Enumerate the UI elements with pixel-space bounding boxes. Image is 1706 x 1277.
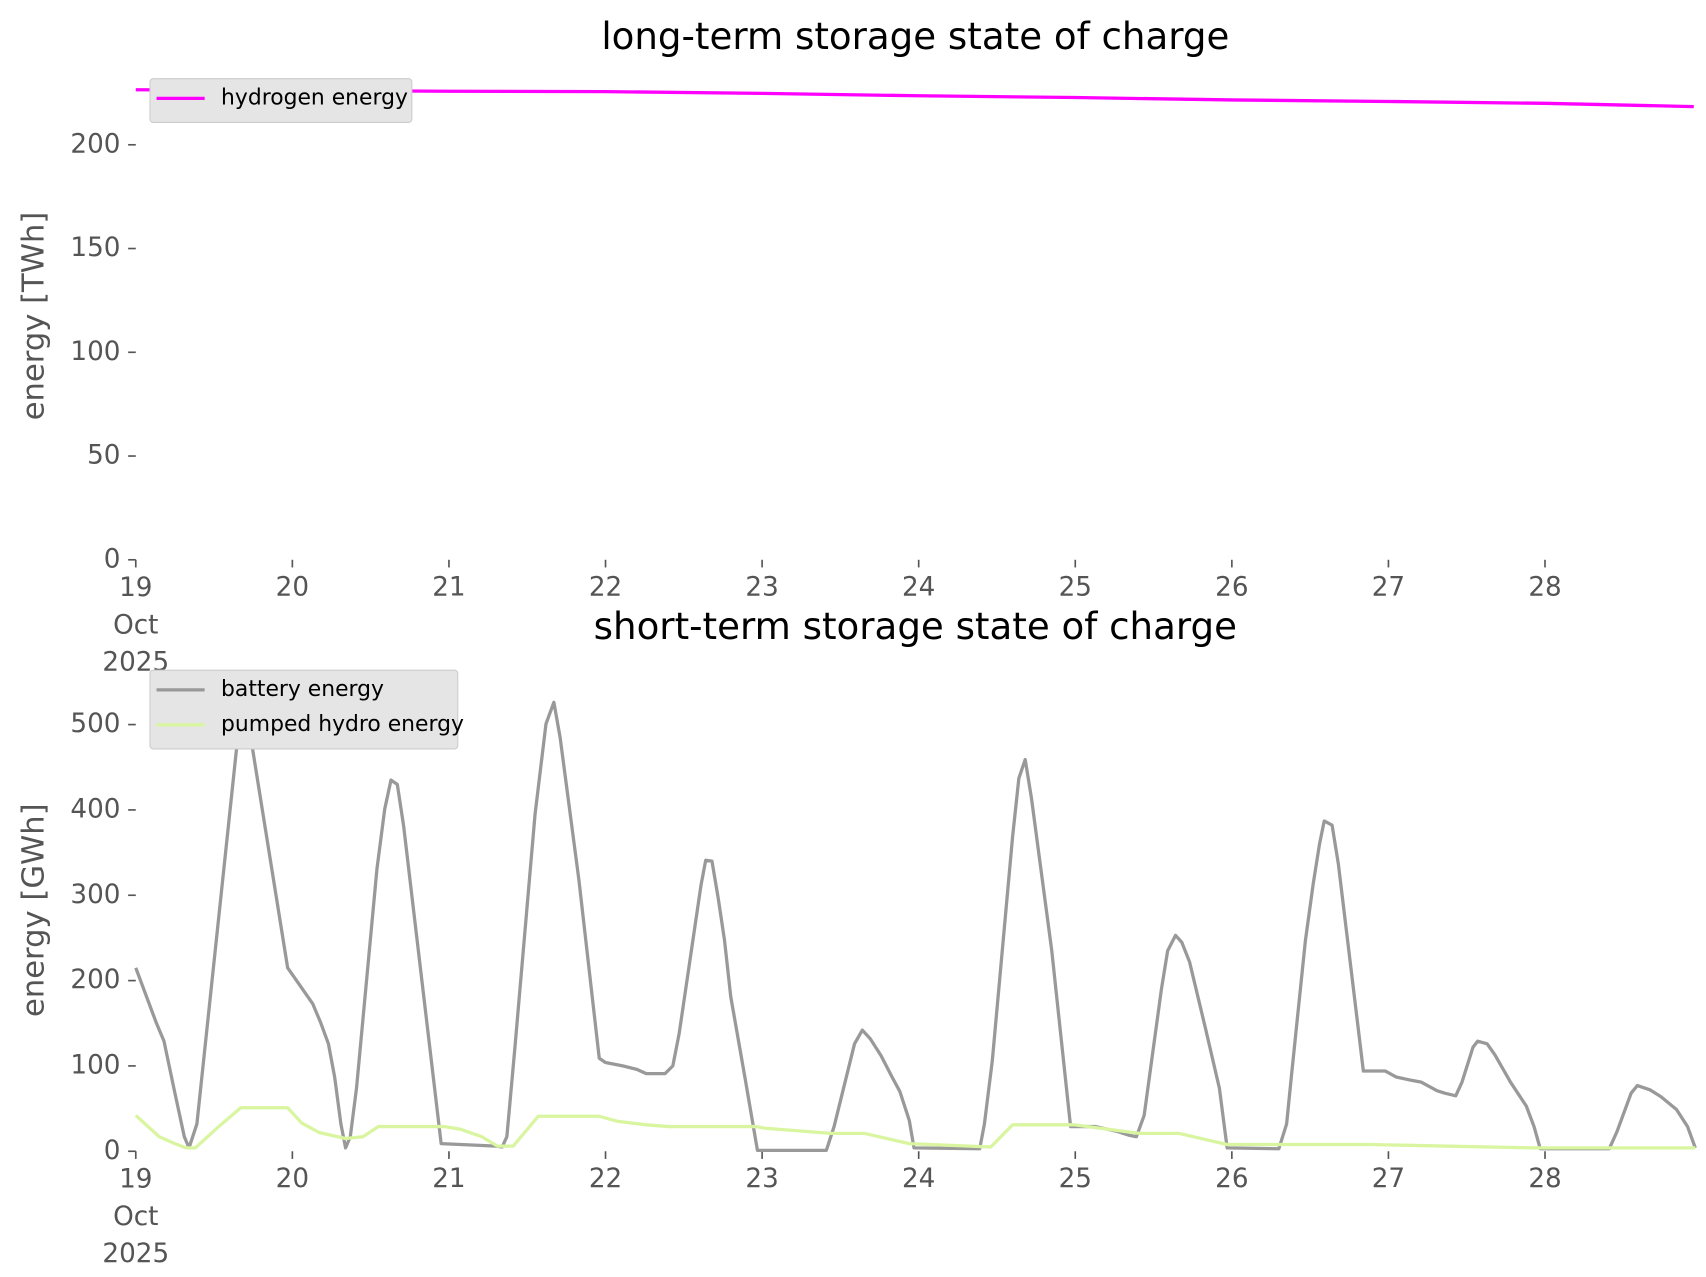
legend-box <box>149 669 459 750</box>
legend-box <box>149 78 413 123</box>
y-axis-label: energy [TWh] <box>17 212 52 421</box>
y-axis-label: energy [GWh] <box>17 803 52 1017</box>
x-tick-label: 27 <box>1372 1164 1405 1194</box>
y-tick-label: 500 <box>70 709 120 739</box>
y-tick-label: 100 <box>70 337 120 367</box>
x-tick-label: 20 <box>276 1164 309 1194</box>
legend-label: battery energy <box>221 677 384 702</box>
series-line <box>134 1106 1696 1150</box>
chart-title: short-term storage state of charge <box>594 604 1237 648</box>
x-tick-label: 21 <box>432 573 465 603</box>
y-tick-label: 150 <box>70 233 120 263</box>
chart-title: long-term storage state of charge <box>601 14 1229 58</box>
x-tick-label: 22 <box>589 573 622 603</box>
x-tick-label: 23 <box>745 1164 778 1194</box>
y-tick-label: 0 <box>104 544 121 574</box>
x-tick-label: 28 <box>1528 573 1561 603</box>
series-line <box>134 687 1697 1153</box>
x-tick-label: 19 Oct 2025 <box>102 573 169 677</box>
legend-label: pumped hydro energy <box>221 712 464 737</box>
y-tick-label: 0 <box>104 1136 121 1166</box>
x-tick-label: 25 <box>1059 1164 1092 1194</box>
y-tick-label: 200 <box>70 129 120 159</box>
x-tick-label: 20 <box>276 573 309 603</box>
legend-label: hydrogen energy <box>221 85 408 110</box>
x-tick-label: 22 <box>589 1164 622 1194</box>
x-tick-label: 24 <box>902 573 935 603</box>
y-tick-label: 400 <box>70 794 120 824</box>
x-tick-label: 21 <box>432 1164 465 1194</box>
x-tick-label: 23 <box>745 573 778 603</box>
y-tick-label: 300 <box>70 880 120 910</box>
y-tick-label: 200 <box>70 965 120 995</box>
x-tick-label: 19 Oct 2025 <box>102 1164 169 1268</box>
x-tick-label: 26 <box>1215 1164 1248 1194</box>
x-tick-label: 24 <box>902 1164 935 1194</box>
x-tick-label: 27 <box>1372 573 1405 603</box>
x-tick-label: 26 <box>1215 573 1248 603</box>
x-tick-label: 28 <box>1528 1164 1561 1194</box>
y-tick-label: 100 <box>70 1050 120 1080</box>
x-tick-label: 25 <box>1059 573 1092 603</box>
y-tick-label: 50 <box>87 441 120 471</box>
